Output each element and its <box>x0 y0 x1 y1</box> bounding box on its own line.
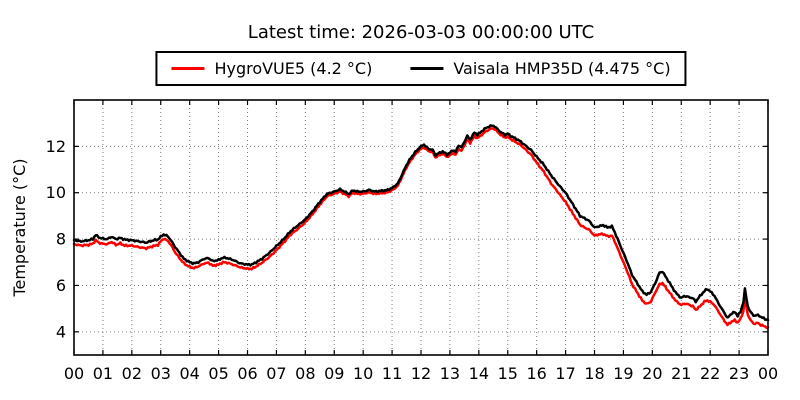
x-tick-label: 15 <box>498 364 518 383</box>
x-tick-label: 09 <box>324 364 344 383</box>
legend-label-vaisala: Vaisala HMP35D (4.475 °C) <box>453 59 671 78</box>
plot-frame <box>73 99 769 356</box>
x-tick-label: 04 <box>179 364 199 383</box>
y-axis-label: Temperature (°C) <box>10 158 29 297</box>
legend: HygroVUE5 (4.2 °C) Vaisala HMP35D (4.475… <box>155 51 687 86</box>
x-tick-label: 03 <box>151 364 171 383</box>
x-tick-label: 01 <box>93 364 113 383</box>
legend-entry-hygrovue5: HygroVUE5 (4.2 °C) <box>171 59 372 78</box>
plot-title: Latest time: 2026-03-03 00:00:00 UTC <box>247 22 595 43</box>
x-tick-label: 16 <box>526 364 546 383</box>
x-tick-label: 12 <box>411 364 431 383</box>
series-line-vaisala-hmp35d <box>72 124 770 322</box>
x-tick-label: 14 <box>469 364 489 383</box>
x-tick-label: 19 <box>613 364 633 383</box>
series-line-hygrovue5 <box>72 127 770 330</box>
x-tick-label: 00 <box>64 364 84 383</box>
x-tick-label: 20 <box>642 364 662 383</box>
x-tick-label: 02 <box>122 364 142 383</box>
x-tick-label: 18 <box>584 364 604 383</box>
x-tick-label: 21 <box>671 364 691 383</box>
legend-entry-vaisala: Vaisala HMP35D (4.475 °C) <box>410 59 671 78</box>
y-tick-label: 6 <box>56 276 66 295</box>
x-tick-label: 17 <box>555 364 575 383</box>
y-tick-label: 10 <box>46 183 66 202</box>
x-tick-label: 13 <box>440 364 460 383</box>
x-tick-label: 07 <box>266 364 286 383</box>
x-tick-label: 22 <box>700 364 720 383</box>
x-tick-label: 11 <box>382 364 402 383</box>
red-line-swatch-icon <box>171 67 205 70</box>
legend-label-hygrovue5: HygroVUE5 (4.2 °C) <box>214 59 373 78</box>
x-tick-label: 08 <box>295 364 315 383</box>
x-tick-label: 00 <box>758 364 778 383</box>
x-tick-label: 06 <box>237 364 257 383</box>
y-tick-label: 8 <box>56 230 66 249</box>
y-tick-label: 4 <box>56 322 66 341</box>
y-tick-label: 12 <box>46 137 66 156</box>
x-tick-label: 05 <box>208 364 228 383</box>
black-line-swatch-icon <box>410 67 444 70</box>
x-tick-label: 10 <box>353 364 373 383</box>
x-tick-label: 23 <box>729 364 749 383</box>
